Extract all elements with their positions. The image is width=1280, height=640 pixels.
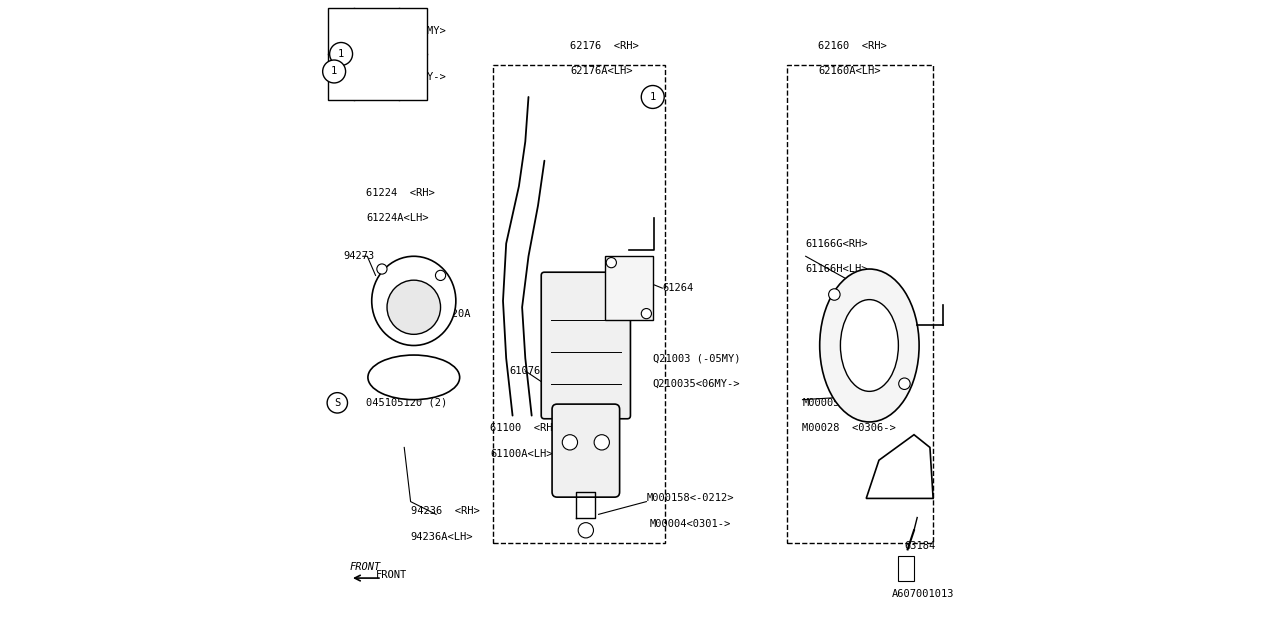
Circle shape — [376, 264, 387, 274]
Text: M00028  <0306->: M00028 <0306-> — [803, 423, 896, 433]
Text: 61264: 61264 — [662, 283, 694, 293]
Ellipse shape — [819, 269, 919, 422]
Text: <04MY->: <04MY-> — [402, 72, 445, 82]
Text: Q650003: Q650003 — [357, 26, 402, 36]
Text: <-03MY>: <-03MY> — [402, 26, 445, 36]
Bar — [899, 556, 914, 581]
Text: 62176  <RH>: 62176 <RH> — [570, 41, 639, 51]
Ellipse shape — [841, 300, 899, 392]
FancyBboxPatch shape — [541, 272, 631, 419]
Circle shape — [579, 523, 594, 538]
Bar — [605, 256, 653, 320]
Text: A607001013: A607001013 — [892, 589, 954, 599]
Text: 1: 1 — [650, 92, 655, 102]
Bar — [787, 65, 933, 543]
Text: 61224  <RH>: 61224 <RH> — [366, 188, 435, 198]
Text: M000058<-0305>: M000058<-0305> — [803, 398, 890, 408]
Polygon shape — [867, 435, 933, 499]
Text: 61100  <RH>: 61100 <RH> — [490, 423, 559, 433]
Text: 61166G<RH>: 61166G<RH> — [805, 239, 868, 248]
Text: 1: 1 — [332, 67, 337, 77]
Bar — [328, 8, 426, 100]
Circle shape — [562, 435, 577, 450]
Circle shape — [330, 42, 352, 65]
Text: 61076B: 61076B — [509, 366, 547, 376]
Text: Q210035<06MY->: Q210035<06MY-> — [653, 379, 740, 388]
Text: 62176A<LH>: 62176A<LH> — [570, 67, 632, 77]
Text: 94236  <RH>: 94236 <RH> — [411, 506, 479, 516]
Circle shape — [328, 393, 347, 413]
Text: 61224A<LH>: 61224A<LH> — [366, 213, 429, 223]
Text: 62160  <RH>: 62160 <RH> — [818, 41, 887, 51]
Ellipse shape — [387, 280, 440, 334]
Text: 62160A<LH>: 62160A<LH> — [818, 67, 881, 77]
Circle shape — [641, 308, 652, 319]
Text: Q650004: Q650004 — [357, 72, 402, 82]
Text: 61100A<LH>: 61100A<LH> — [490, 449, 553, 459]
Circle shape — [435, 270, 445, 280]
Text: 61120A: 61120A — [433, 308, 471, 319]
Text: FRONT: FRONT — [375, 570, 407, 580]
Text: Q21003 (-05MY): Q21003 (-05MY) — [653, 353, 740, 364]
Circle shape — [641, 86, 664, 108]
Text: FRONT: FRONT — [349, 562, 380, 572]
Ellipse shape — [371, 256, 456, 346]
Circle shape — [828, 289, 840, 300]
FancyBboxPatch shape — [552, 404, 620, 497]
Text: S: S — [334, 398, 340, 408]
Text: 045105120 (2): 045105120 (2) — [366, 398, 447, 408]
Ellipse shape — [367, 355, 460, 399]
Text: 63184: 63184 — [905, 541, 936, 551]
Text: 94236A<LH>: 94236A<LH> — [411, 532, 474, 541]
Text: M00004<0301->: M00004<0301-> — [649, 519, 731, 529]
Text: M000158<-0212>: M000158<-0212> — [646, 493, 733, 504]
Text: 61166H<LH>: 61166H<LH> — [805, 264, 868, 274]
Circle shape — [899, 378, 910, 390]
Circle shape — [607, 257, 617, 268]
Text: 94273: 94273 — [344, 252, 375, 261]
Circle shape — [323, 60, 346, 83]
Bar — [493, 65, 666, 543]
Circle shape — [594, 435, 609, 450]
Text: 1: 1 — [338, 49, 344, 59]
